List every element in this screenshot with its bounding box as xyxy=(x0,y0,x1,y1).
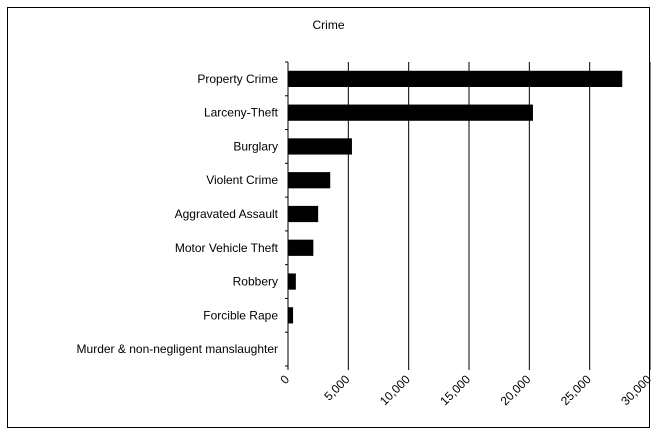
x-tick-label: 30,000 xyxy=(618,372,654,408)
x-tick-label: 5,000 xyxy=(321,372,352,403)
bars xyxy=(288,70,623,358)
x-tick-label: 20,000 xyxy=(498,372,534,408)
bar xyxy=(288,239,314,256)
category-label: Murder & non-negligent manslaughter xyxy=(77,342,278,356)
bar xyxy=(288,138,352,155)
chart-title: Crime xyxy=(312,18,345,32)
category-label: Motor Vehicle Theft xyxy=(175,241,279,255)
bar xyxy=(288,104,533,121)
category-label: Burglary xyxy=(233,139,278,153)
category-label: Violent Crime xyxy=(206,173,278,187)
category-label: Aggravated Assault xyxy=(175,207,279,221)
bar xyxy=(288,205,319,223)
category-label: Property Crime xyxy=(197,72,278,86)
category-label: Larceny-Theft xyxy=(204,106,279,120)
bar xyxy=(288,307,294,324)
x-tick-label: 0 xyxy=(277,372,292,387)
tick-labels: 0 5,000 10,000 15,000 20,000 25,000 30,000 xyxy=(277,372,654,408)
category-labels: Property Crime Larceny-Theft Burglary Viole… xyxy=(77,72,279,356)
x-tick-label: 25,000 xyxy=(558,372,594,408)
bar xyxy=(288,70,623,87)
x-tick-label: 15,000 xyxy=(437,372,473,408)
bar xyxy=(288,172,331,189)
category-label: Robbery xyxy=(233,275,278,289)
x-tick-label: 10,000 xyxy=(377,372,413,408)
bar xyxy=(288,273,296,290)
category-label: Forcible Rape xyxy=(203,308,278,322)
